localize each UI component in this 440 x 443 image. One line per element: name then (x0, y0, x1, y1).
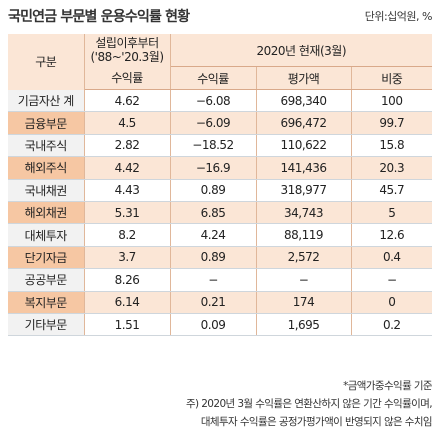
row-share: 12.6 (351, 223, 433, 247)
row-name: 단기자금 (8, 246, 85, 270)
row-since-return: 2.82 (84, 134, 171, 158)
table-row: 금융부문 4.5 −6.09 696,472 99.7 (8, 111, 433, 135)
row-return: −6.08 (170, 89, 257, 113)
row-value: 88,119 (256, 223, 352, 247)
header-since-line2: ('88~'20.3월) (90, 50, 164, 65)
row-value: 110,622 (256, 134, 352, 158)
table-row: 기타부문 1.51 0.09 1,695 0.2 (8, 313, 433, 337)
header-share: 비중 (351, 66, 433, 90)
header-since-line1: 설립이후부터 (95, 36, 159, 51)
row-name: 복지부문 (8, 291, 85, 314)
table-row: 국내채권 4.43 0.89 318,977 45.7 (8, 179, 433, 202)
row-share: 5 (351, 201, 433, 225)
header-value: 평가액 (256, 66, 352, 90)
row-return: −16.9 (170, 156, 257, 180)
row-since-return: 1.51 (84, 313, 171, 337)
row-since-return: 6.14 (84, 291, 171, 314)
table-row: 복지부문 6.14 0.21 174 0 (8, 291, 433, 314)
row-value: 34,743 (256, 201, 352, 225)
row-name: 국내채권 (8, 179, 85, 202)
row-share: 20.3 (351, 156, 433, 180)
row-return: −18.52 (170, 134, 257, 158)
row-name: 해외채권 (8, 201, 85, 225)
table-row: 단기자금 3.7 0.89 2,572 0.4 (8, 246, 433, 270)
header-current: 2020년 현재(3월) (170, 34, 433, 67)
row-value: 174 (256, 291, 352, 314)
table-row: 국내주식 2.82 −18.52 110,622 15.8 (8, 134, 433, 158)
row-return: 6.85 (170, 201, 257, 225)
row-value: 1,695 (256, 313, 352, 337)
row-name: 국내주식 (8, 134, 85, 158)
row-since-return: 8.2 (84, 223, 171, 247)
footnote-period: 주) 2020년 3월 수익률은 연환산하지 않은 기간 수익률이며, (185, 398, 433, 410)
header-since-return: 수익률 (84, 66, 171, 90)
row-since-return: 4.62 (84, 89, 171, 113)
table-row: 해외채권 5.31 6.85 34,743 5 (8, 201, 433, 225)
row-return: − (170, 268, 257, 292)
row-since-return: 3.7 (84, 246, 171, 270)
header-return: 수익률 (170, 66, 257, 90)
row-share: 45.7 (351, 179, 433, 202)
row-value: 2,572 (256, 246, 352, 270)
table-row: 공공부문 8.26− − − (8, 268, 433, 292)
row-name: 공공부문 (8, 268, 85, 292)
table-row: 해외주식 4.42 −16.9 141,436 20.3 (8, 156, 433, 180)
row-since-return: 4.43 (84, 179, 171, 202)
row-share: 0 (351, 291, 433, 314)
footnotes: *금액가중수익률 기준 주) 2020년 3월 수익률은 연환산하지 않은 기간… (185, 377, 433, 431)
footnote-alt: 대체투자 수익률은 공정가평가액이 반영되지 않은 수치임 (200, 416, 433, 428)
row-share: 99.7 (351, 111, 433, 135)
header-since: 설립이후부터 ('88~'20.3월) (84, 34, 171, 67)
row-share: 100 (351, 89, 433, 113)
row-return: 0.09 (170, 313, 257, 337)
row-share: 15.8 (351, 134, 433, 158)
row-value: 141,436 (256, 156, 352, 180)
row-return: 4.24 (170, 223, 257, 247)
row-value: 698,340 (256, 89, 352, 113)
row-since-return: 4.42 (84, 156, 171, 180)
row-value: − (256, 268, 352, 292)
row-name: 대체투자 (8, 223, 85, 247)
table-row: 기금자산 계 4.62 −6.08 698,340 100 (8, 89, 433, 113)
row-share: − (351, 268, 433, 292)
row-name: 기금자산 계 (8, 89, 85, 113)
returns-table: 구분 설립이후부터 ('88~'20.3월) 2020년 현재(3월) 수익률 … (8, 34, 433, 337)
row-name: 금융부문 (8, 111, 85, 135)
row-since-return: 4.5 (84, 111, 171, 135)
row-share: 0.2 (351, 313, 433, 337)
header-category: 구분 (8, 34, 85, 90)
row-value: 318,977 (256, 179, 352, 202)
row-since-return: 8.26 (84, 268, 171, 292)
row-return: −6.09 (170, 111, 257, 135)
row-name: 기타부문 (8, 313, 85, 337)
row-return: 0.21 (170, 291, 257, 314)
footnote-basis: *금액가중수익률 기준 (343, 380, 433, 392)
row-name: 해외주식 (8, 156, 85, 180)
page-title: 국민연금 부문별 운용수익률 현황 (8, 9, 190, 25)
row-return: 0.89 (170, 246, 257, 270)
table-row: 대체투자 8.2 4.24 88,119 12.6 (8, 223, 433, 247)
unit-label: 단위:십억원, % (364, 10, 433, 23)
row-value: 696,472 (256, 111, 352, 135)
row-share: 0.4 (351, 246, 433, 270)
row-since-return: 5.31 (84, 201, 171, 225)
row-return: 0.89 (170, 179, 257, 202)
